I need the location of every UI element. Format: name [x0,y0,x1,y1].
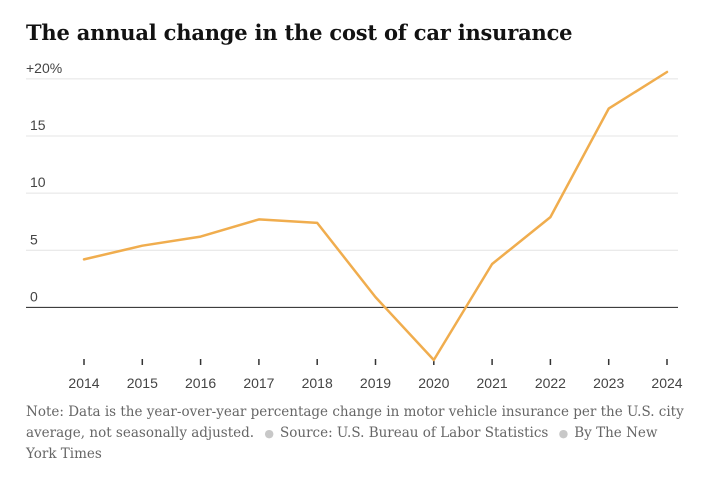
x-tick-label: 2017 [243,375,274,391]
x-tick-label: 2020 [418,375,449,391]
grid-layer [26,78,678,308]
x-tick-label: 2021 [477,375,508,391]
separator-dot-icon: ● [558,427,569,440]
chart-title: The annual change in the cost of car ins… [26,20,573,45]
x-tick-label: 2018 [302,375,333,391]
series-layer [82,70,669,362]
x-tick-label: 2019 [360,375,391,391]
x-tick-label: 2022 [535,375,566,391]
x-axis: 2014 2015 2016 2017 2018 2019 2020 2021 2022 2023… [68,359,683,391]
y-tick-label: 0 [30,288,38,304]
chart-footnote: Note: Data is the year-over-year percent… [26,402,686,465]
x-tick-label: 2023 [593,375,624,391]
x-tick-label: 2016 [185,375,216,391]
footnote-source: Source: U.S. Bureau of Labor Statistics [280,425,549,441]
y-tick-label: +20% [26,60,62,76]
y-tick-label: 5 [30,231,38,247]
y-tick-label: 10 [30,174,46,190]
separator-dot-icon: ● [264,427,274,440]
footnote-note: Note: Data is the year-over-year percent… [26,404,684,441]
x-tick-label: 2014 [68,375,99,391]
x-tick-label: 2015 [127,375,158,391]
x-tick-label: 2024 [651,375,682,391]
footnote-credit: By The New York Times [26,425,658,462]
y-axis: 0 5 10 15 +20% [26,60,62,305]
series-line [82,70,669,362]
y-tick-label: 15 [30,117,46,133]
